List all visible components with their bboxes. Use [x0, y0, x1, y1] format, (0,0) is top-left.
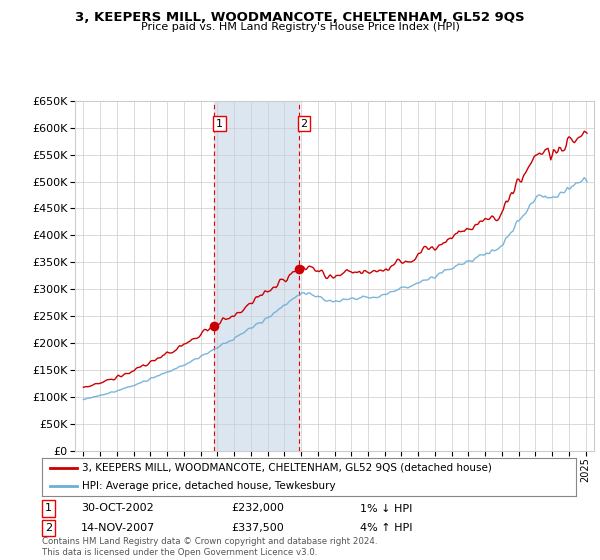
Text: £337,500: £337,500	[231, 523, 284, 533]
Text: 1: 1	[45, 503, 52, 514]
Text: 14-NOV-2007: 14-NOV-2007	[81, 523, 155, 533]
Text: HPI: Average price, detached house, Tewkesbury: HPI: Average price, detached house, Tewk…	[82, 481, 335, 491]
Text: 4% ↑ HPI: 4% ↑ HPI	[360, 523, 413, 533]
Text: 30-OCT-2002: 30-OCT-2002	[81, 503, 154, 514]
Text: 3, KEEPERS MILL, WOODMANCOTE, CHELTENHAM, GL52 9QS (detached house): 3, KEEPERS MILL, WOODMANCOTE, CHELTENHAM…	[82, 463, 492, 473]
Text: £232,000: £232,000	[231, 503, 284, 514]
Text: 2: 2	[300, 119, 307, 129]
Text: 1% ↓ HPI: 1% ↓ HPI	[360, 503, 412, 514]
Text: 3, KEEPERS MILL, WOODMANCOTE, CHELTENHAM, GL52 9QS: 3, KEEPERS MILL, WOODMANCOTE, CHELTENHAM…	[75, 11, 525, 24]
Text: Contains HM Land Registry data © Crown copyright and database right 2024.
This d: Contains HM Land Registry data © Crown c…	[42, 537, 377, 557]
Text: Price paid vs. HM Land Registry's House Price Index (HPI): Price paid vs. HM Land Registry's House …	[140, 22, 460, 32]
Text: 2: 2	[45, 523, 52, 533]
Bar	[214, 101, 299, 451]
Text: 1: 1	[216, 119, 223, 129]
